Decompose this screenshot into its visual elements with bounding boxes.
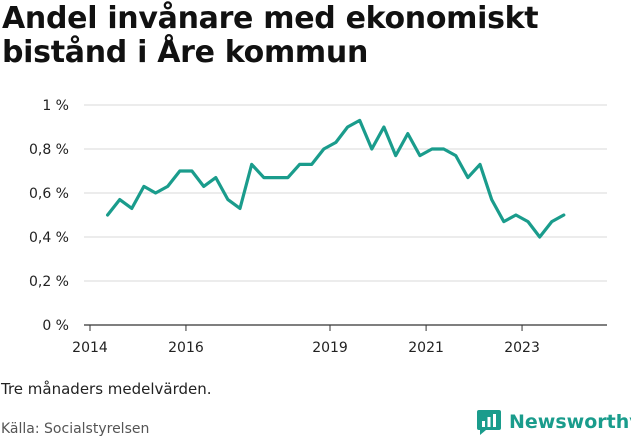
y-tick-label: 0,8 % bbox=[29, 142, 69, 158]
grid-lines bbox=[84, 104, 607, 326]
y-tick-label: 0,4 % bbox=[29, 230, 69, 246]
x-axis: 2014 2016 2019 2021 2023 bbox=[72, 325, 540, 356]
y-axis: 0 % 0,2 % 0,4 % 0,6 % 0,8 % 1 % bbox=[29, 98, 69, 334]
brand-logo: Newsworthy bbox=[476, 408, 631, 436]
y-tick-label: 0,6 % bbox=[29, 186, 69, 202]
chart: 0 %0,2 %0,4 %0,6 %0,8 %1 % 2014 2016 2019 2… bbox=[29, 98, 607, 356]
source-text: Källa: Socialstyrelsen bbox=[1, 421, 150, 437]
y-tick-label: 1 % bbox=[42, 98, 69, 114]
brand-name: Newsworthy bbox=[509, 411, 631, 433]
chart-note: Tre månaders medelvärden. bbox=[1, 380, 212, 398]
series-group bbox=[105, 118, 566, 239]
x-tick-label: 2023 bbox=[504, 340, 540, 356]
y-tick-label: 0,2 % bbox=[29, 274, 69, 290]
y-tick-label: 0 % bbox=[42, 318, 69, 334]
x-tick-label: 2021 bbox=[408, 340, 444, 356]
chart-title: Andel invånare med ekonomiskt bistånd i … bbox=[2, 1, 539, 70]
newsworthy-logo-icon bbox=[477, 410, 501, 435]
x-tick-label: 2016 bbox=[168, 340, 204, 356]
x-tick-label: 2014 bbox=[72, 340, 108, 356]
series-line-0 bbox=[105, 118, 566, 239]
x-tick-label: 2019 bbox=[312, 340, 348, 356]
